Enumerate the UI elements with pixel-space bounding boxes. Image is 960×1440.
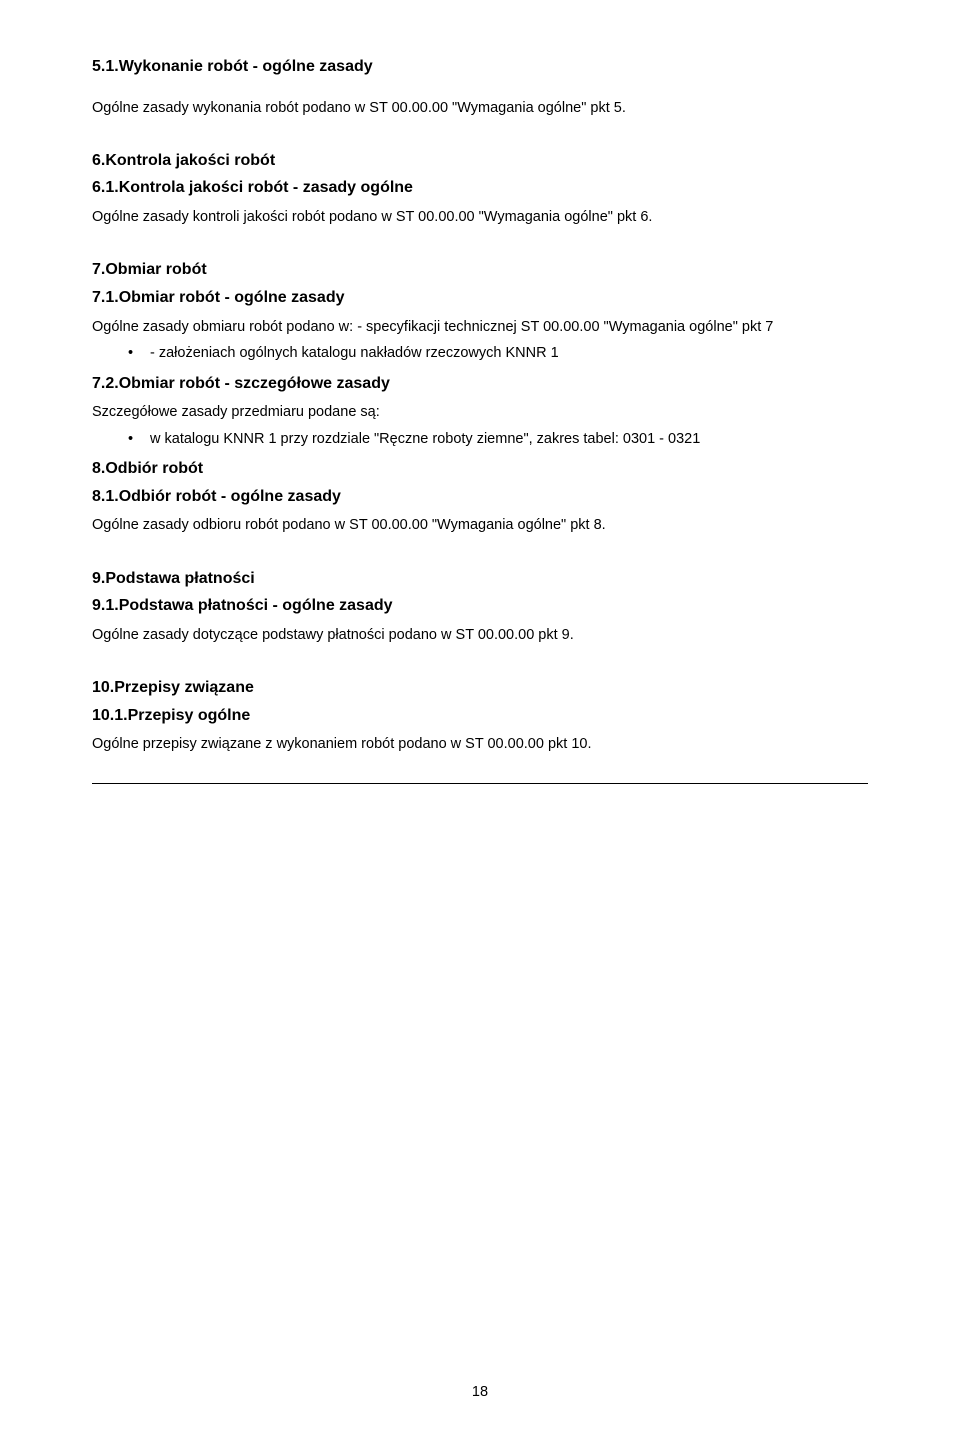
heading-8: 8.Odbiór robót (92, 458, 868, 480)
bullet-list-7-1: - założeniach ogólnych katalogu nakładów… (92, 343, 868, 365)
body-9-1: Ogólne zasady dotyczące podstawy płatnoś… (92, 625, 868, 645)
body-6-1: Ogólne zasady kontroli jakości robót pod… (92, 207, 868, 227)
heading-7: 7.Obmiar robót (92, 259, 868, 281)
heading-6: 6.Kontrola jakości robót (92, 150, 868, 172)
page-number: 18 (0, 1384, 960, 1400)
bullet-list-7-2: w katalogu KNNR 1 przy rozdziale "Ręczne… (92, 429, 868, 451)
bullet-7-2-item: w katalogu KNNR 1 przy rozdziale "Ręczne… (128, 429, 868, 451)
heading-10-1: 10.1.Przepisy ogólne (92, 705, 868, 727)
body-7-2: Szczegółowe zasady przedmiaru podane są: (92, 402, 868, 422)
heading-6-1: 6.1.Kontrola jakości robót - zasady ogól… (92, 177, 868, 199)
heading-7-1: 7.1.Obmiar robót - ogólne zasady (92, 287, 868, 309)
body-8-1: Ogólne zasady odbioru robót podano w ST … (92, 515, 868, 535)
bullet-7-1-item: - założeniach ogólnych katalogu nakładów… (128, 343, 868, 365)
body-7-1: Ogólne zasady obmiaru robót podano w: - … (92, 317, 868, 337)
heading-8-1: 8.1.Odbiór robót - ogólne zasady (92, 486, 868, 508)
page-container: 5.1.Wykonanie robót - ogólne zasady Ogól… (0, 0, 960, 1440)
horizontal-rule (92, 783, 868, 784)
heading-10: 10.Przepisy związane (92, 677, 868, 699)
body-5-1: Ogólne zasady wykonania robót podano w S… (92, 98, 868, 118)
body-10-1: Ogólne przepisy związane z wykonaniem ro… (92, 734, 868, 754)
heading-5-1: 5.1.Wykonanie robót - ogólne zasady (92, 56, 868, 78)
heading-7-2: 7.2.Obmiar robót - szczegółowe zasady (92, 373, 868, 395)
heading-9-1: 9.1.Podstawa płatności - ogólne zasady (92, 595, 868, 617)
heading-9: 9.Podstawa płatności (92, 568, 868, 590)
